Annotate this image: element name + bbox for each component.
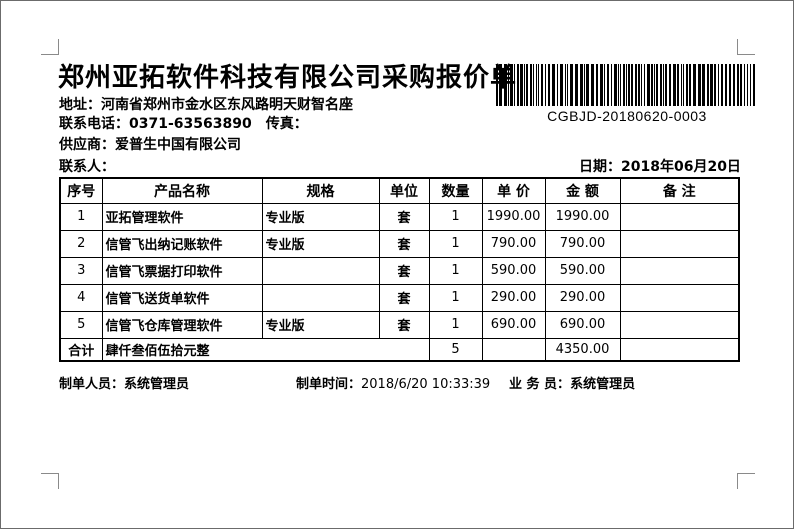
cell-qty: 1 (428, 256, 483, 285)
cell-unit-price: 1990.00 (481, 202, 546, 231)
phone-label: 联系电话： (59, 116, 129, 132)
cell-unit: 套 (378, 310, 430, 339)
salesman-value: 系统管理员 (570, 377, 636, 392)
cell-unit: 套 (378, 283, 430, 312)
cell-remark (619, 229, 740, 258)
cell-unit: 套 (378, 202, 430, 231)
table-header-row: 序号 产品名称 规格 单位 数量 单 价 金 额 备 注 (59, 177, 740, 204)
total-label: 合计 (59, 337, 103, 362)
prepared-time-label: 制单时间： (296, 377, 362, 392)
preparer-field: 制单人员：系统管理员 (59, 373, 189, 392)
fax-label: 传真： (265, 116, 308, 132)
phone-line: 联系电话：0371-63563890 传真： (59, 113, 308, 133)
cell-unit-price: 290.00 (481, 283, 546, 312)
col-header-unit: 单位 (378, 177, 430, 204)
cell-seq: 3 (59, 256, 103, 285)
cell-remark (619, 310, 740, 339)
col-header-spec: 规格 (261, 177, 380, 204)
salesman-label: 业 务 员： (509, 377, 571, 392)
supplier-line: 供应商：爱普生中国有限公司 (59, 134, 241, 154)
total-unit-price (481, 337, 546, 362)
cell-qty: 1 (428, 229, 483, 258)
barcode-bars (496, 64, 758, 106)
cell-unit-price: 790.00 (481, 229, 546, 258)
col-header-amount: 金 额 (544, 177, 621, 204)
total-remark (619, 337, 740, 362)
salesman-field: 业 务 员：系统管理员 (509, 373, 635, 392)
total-row: 合计 肆仟叁佰伍拾元整 5 4350.00 (59, 337, 740, 362)
cell-product: 信管飞送货单软件 (101, 283, 263, 312)
table-row: 2 信管飞出纳记账软件 专业版 套 1 790.00 790.00 (59, 229, 740, 258)
margin-mark-bottom-left (41, 473, 59, 489)
cell-remark (619, 283, 740, 312)
preparer-label: 制单人员： (59, 377, 125, 392)
prepared-time-field: 制单时间：2018/6/20 10:33:39 (296, 373, 490, 392)
cell-seq: 5 (59, 310, 103, 339)
cell-unit-price: 690.00 (481, 310, 546, 339)
margin-mark-bottom-right (737, 473, 755, 489)
address-line: 地址：河南省郑州市金水区东风路明天财智名座 (59, 94, 353, 114)
table-row: 5 信管飞仓库管理软件 专业版 套 1 690.00 690.00 (59, 310, 740, 339)
table-row: 3 信管飞票据打印软件 套 1 590.00 590.00 (59, 256, 740, 285)
prepared-time-value: 2018/6/20 10:33:39 (361, 377, 491, 392)
cell-amount: 690.00 (544, 310, 621, 339)
cell-product: 信管飞仓库管理软件 (101, 310, 263, 339)
document-title: 郑州亚拓软件科技有限公司采购报价单 (58, 63, 518, 93)
phone-value: 0371-63563890 (129, 116, 252, 132)
cell-spec: 专业版 (261, 229, 380, 258)
cell-amount: 790.00 (544, 229, 621, 258)
cell-product: 信管飞票据打印软件 (101, 256, 263, 285)
address-label: 地址： (59, 97, 101, 113)
table-row: 1 亚拓管理软件 专业版 套 1 1990.00 1990.00 (59, 202, 740, 231)
cell-spec: 专业版 (261, 202, 380, 231)
supplier-label: 供应商： (59, 137, 115, 153)
supplier-value: 爱普生中国有限公司 (115, 137, 241, 153)
contact-line: 联系人： (59, 156, 115, 176)
col-header-seq: 序号 (59, 177, 103, 204)
col-header-remark: 备 注 (619, 177, 740, 204)
margin-mark-top-right (737, 39, 755, 55)
cell-remark (619, 202, 740, 231)
cell-seq: 2 (59, 229, 103, 258)
cell-product: 亚拓管理软件 (101, 202, 263, 231)
date-value: 2018年06月20日 (621, 159, 741, 175)
barcode-block: CGBJD-20180620-0003 (496, 64, 758, 124)
cell-qty: 1 (428, 310, 483, 339)
cell-unit-price: 590.00 (481, 256, 546, 285)
cell-spec (261, 256, 380, 285)
cell-seq: 1 (59, 202, 103, 231)
preparer-value: 系统管理员 (124, 377, 190, 392)
cell-qty: 1 (428, 283, 483, 312)
cell-qty: 1 (428, 202, 483, 231)
total-quantity: 5 (428, 337, 483, 362)
cell-spec (261, 283, 380, 312)
address-value: 河南省郑州市金水区东风路明天财智名座 (101, 97, 353, 113)
table-row: 4 信管飞送货单软件 套 1 290.00 290.00 (59, 283, 740, 312)
col-header-unit-price: 单 价 (481, 177, 546, 204)
quotation-table: 序号 产品名称 规格 单位 数量 单 价 金 额 备 注 1 亚拓管理软件 专业… (59, 177, 740, 362)
cell-amount: 590.00 (544, 256, 621, 285)
cell-remark (619, 256, 740, 285)
cell-amount: 1990.00 (544, 202, 621, 231)
total-amount-in-words: 肆仟叁佰伍拾元整 (101, 337, 430, 362)
cell-amount: 290.00 (544, 283, 621, 312)
cell-spec: 专业版 (261, 310, 380, 339)
cell-seq: 4 (59, 283, 103, 312)
cell-unit: 套 (378, 229, 430, 258)
cell-product: 信管飞出纳记账软件 (101, 229, 263, 258)
col-header-product: 产品名称 (101, 177, 263, 204)
date-label: 日期： (579, 159, 621, 175)
margin-mark-top-left (41, 39, 59, 55)
cell-unit: 套 (378, 256, 430, 285)
total-amount: 4350.00 (544, 337, 621, 362)
barcode-number: CGBJD-20180620-0003 (547, 108, 707, 124)
contact-label: 联系人： (59, 159, 115, 175)
date-line: 日期：2018年06月20日 (579, 156, 741, 176)
col-header-qty: 数量 (428, 177, 483, 204)
